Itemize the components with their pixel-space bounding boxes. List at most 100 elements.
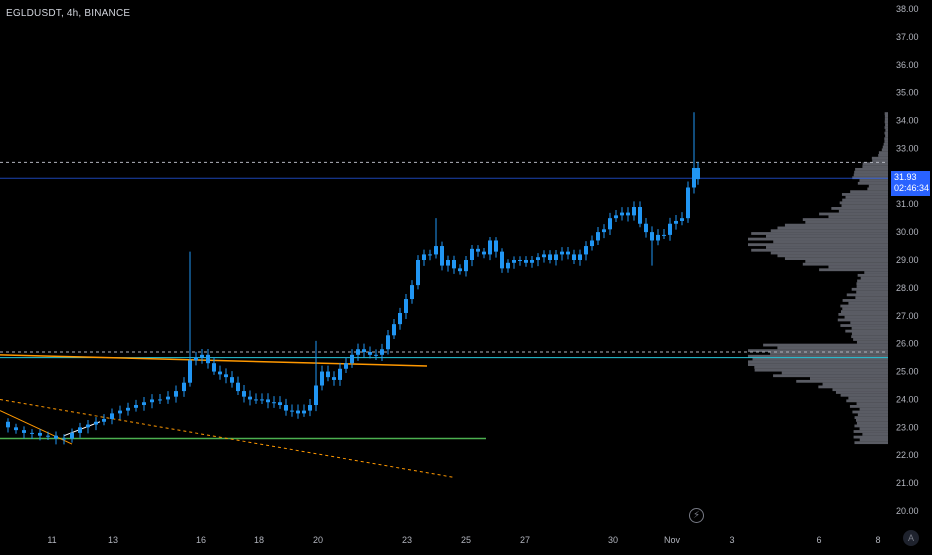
candle-body — [188, 360, 192, 383]
volume-profile-bar — [885, 128, 888, 132]
volume-profile — [748, 112, 888, 445]
auto-scale-button[interactable]: A — [903, 530, 919, 546]
volume-profile-bar — [857, 181, 888, 185]
candle-body — [476, 248, 480, 252]
time-tick-label: 3 — [729, 535, 734, 545]
volume-profile-bar — [784, 257, 888, 260]
candle-body — [518, 260, 522, 261]
candle-body — [596, 232, 600, 241]
volume-profile-bar — [773, 240, 888, 244]
volume-profile-bar — [842, 299, 888, 302]
volume-profile-bar — [809, 377, 888, 380]
lightning-icon[interactable]: ⚡ — [689, 508, 704, 523]
volume-profile-bar — [857, 279, 888, 283]
volume-profile-bar — [856, 402, 888, 406]
time-tick-label: 11 — [47, 535, 56, 545]
volume-profile-bar — [805, 220, 888, 224]
price-tick-label: 25.00 — [896, 367, 919, 377]
volume-profile-bar — [748, 363, 888, 366]
volume-profile-bar — [754, 365, 888, 369]
time-tick-label: 8 — [875, 535, 880, 545]
time-axis[interactable]: 11 13 16 18 20 23 25 27 30 Nov 3 6 8 — [47, 535, 880, 545]
candle-body — [356, 349, 360, 355]
candle-body — [548, 254, 552, 260]
candle-body — [78, 427, 82, 433]
volume-profile-bar — [845, 195, 888, 199]
volume-profile-bar — [852, 410, 888, 414]
volume-profile-bar — [840, 310, 888, 313]
volume-profile-bar — [831, 207, 888, 210]
candle-body — [668, 223, 672, 235]
candle-body — [350, 354, 354, 364]
volume-profile-bar — [882, 145, 888, 149]
volume-profile-bar — [851, 335, 888, 339]
volume-profile-bar — [765, 234, 888, 238]
volume-profile-bar — [784, 223, 888, 227]
volume-profile-bar — [883, 142, 888, 146]
volume-profile-bar — [766, 246, 888, 249]
time-tick-label: 20 — [313, 535, 323, 545]
volume-profile-bar — [835, 391, 888, 394]
candle-body — [632, 207, 636, 216]
candle-body — [62, 438, 66, 440]
price-tick-label: 29.00 — [896, 255, 919, 265]
volume-profile-bar — [855, 296, 888, 300]
volume-profile-bar — [777, 254, 888, 258]
time-tick-label: 13 — [108, 535, 118, 545]
price-tick-label: 27.00 — [896, 311, 919, 321]
candle-body — [398, 312, 402, 325]
drawing-lines — [0, 161, 888, 479]
trend-line-dashed — [0, 398, 456, 479]
volume-profile-bar — [884, 114, 888, 118]
volume-profile-bar — [840, 324, 888, 327]
candle-body — [224, 374, 228, 378]
candle-body — [602, 229, 606, 233]
volume-profile-bar — [819, 212, 888, 216]
candle-body — [166, 396, 170, 400]
candle-body — [380, 349, 384, 355]
candle-body — [542, 254, 546, 258]
volume-profile-bar — [850, 190, 888, 194]
volume-profile-bar — [878, 151, 888, 155]
candle-body — [608, 218, 612, 230]
candle-body — [572, 254, 576, 260]
volume-profile-bar — [754, 368, 888, 372]
candle-body — [14, 427, 18, 431]
candle-body — [70, 432, 74, 439]
candle-body — [584, 246, 588, 255]
volume-profile-bar — [763, 343, 888, 347]
candle-body — [290, 410, 294, 412]
candle-body — [236, 382, 240, 392]
candle-body — [686, 187, 690, 219]
price-tick-label: 31.00 — [896, 199, 919, 209]
price-tick-label: 23.00 — [896, 422, 919, 432]
volume-profile-bar — [845, 329, 888, 333]
volume-profile-bar — [856, 340, 888, 344]
candle-body — [200, 354, 204, 358]
price-axis[interactable]: 38.0037.0036.0035.0034.0033.0032.0031.00… — [896, 4, 919, 516]
candle-body — [134, 405, 138, 408]
candle-body — [142, 402, 146, 406]
candle-body — [440, 246, 444, 266]
volume-profile-bar — [773, 374, 888, 378]
candle-body — [446, 260, 450, 266]
volume-profile-bar — [748, 354, 888, 358]
volume-profile-bar — [822, 382, 888, 386]
candle-body — [30, 432, 34, 434]
volume-profile-bar — [853, 435, 888, 439]
volume-profile-bar — [781, 371, 888, 375]
trend-line-wedge — [0, 410, 73, 445]
volume-profile-bar — [751, 248, 888, 252]
bar-countdown: 02:46:34 — [894, 183, 930, 193]
volume-profile-bar — [868, 184, 888, 188]
candle-body — [212, 363, 216, 372]
candle-body — [308, 405, 312, 411]
volume-profile-bar — [884, 126, 888, 129]
volume-profile-bar — [859, 427, 888, 431]
price-tick-label: 24.00 — [896, 394, 919, 404]
candle-body — [578, 254, 582, 260]
volume-profile-bar — [854, 416, 888, 419]
candle-body — [410, 285, 414, 300]
